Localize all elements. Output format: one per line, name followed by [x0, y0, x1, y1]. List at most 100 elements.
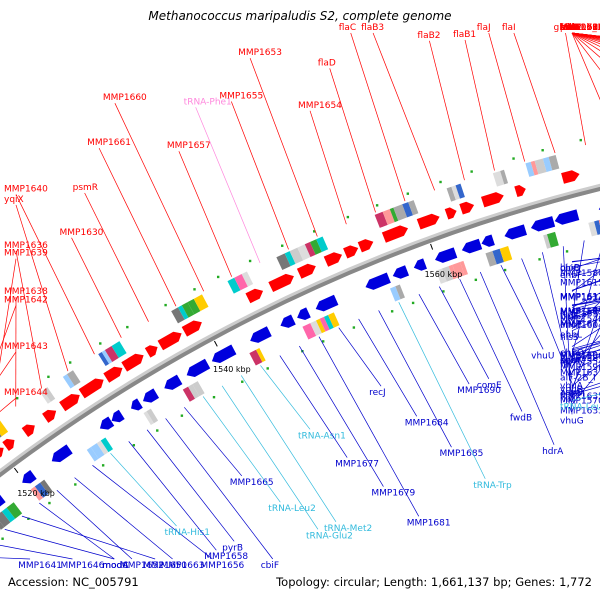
- gene-label: MMP1605: [560, 23, 600, 33]
- marker-dot: [474, 278, 478, 282]
- gene-arrow: [504, 224, 527, 240]
- gene-label: MMP1636: [4, 241, 48, 251]
- gene-label: MMP1690: [457, 386, 501, 396]
- marker-dot: [346, 215, 350, 219]
- label-leader: [479, 271, 555, 445]
- feature-block: [1, 507, 16, 523]
- gene-label: MMP1637: [560, 368, 600, 378]
- gene-label: MMP1597: [560, 23, 600, 33]
- feature-block: [446, 186, 456, 202]
- forward-gene-labels: MMP1644 MMP1643 MMP1642 MMP1639 MMP1638 MMP16…: [0, 23, 600, 413]
- gene-label: yqiX: [4, 195, 24, 205]
- gene-arrow: [268, 273, 294, 293]
- gene-arrow: [365, 272, 391, 290]
- gene-arrow: [481, 234, 495, 247]
- label-leader: [418, 294, 470, 385]
- label-leader: [98, 147, 177, 307]
- marker-dot: [180, 414, 184, 417]
- feature-block: [319, 316, 330, 332]
- label-leader: [0, 258, 17, 364]
- backbone-shadow: [0, 183, 600, 478]
- marker-dot: [241, 380, 244, 383]
- feature-block: [304, 241, 316, 258]
- feature-block: [530, 160, 539, 176]
- feature-block: [111, 341, 127, 358]
- feature-block: [249, 349, 263, 366]
- gene-arrow: [2, 438, 15, 451]
- label-leader: [165, 418, 274, 560]
- label-leader: [571, 32, 600, 52]
- gene-label: pyrB: [222, 543, 243, 553]
- feature-block: [309, 239, 322, 255]
- marker-dot: [538, 258, 541, 261]
- marker-dot: [442, 290, 445, 293]
- feature-block: [499, 245, 513, 263]
- marker-dot: [503, 268, 507, 272]
- gene-label: flaB3: [361, 23, 384, 33]
- marker-dot: [99, 342, 102, 345]
- gene-label: MMP1598: [560, 23, 600, 33]
- gene-arrow: [381, 225, 409, 243]
- gene-label: MMP1688: [560, 23, 600, 33]
- gene-label: ehbF: [560, 271, 582, 281]
- forward-genes-track: [0, 170, 580, 458]
- feature-block: [241, 271, 254, 287]
- label-leader: [571, 32, 600, 58]
- feature-block: [289, 247, 304, 264]
- gene-arrow: [121, 353, 144, 372]
- gene-label: tRNA-His1: [165, 528, 210, 538]
- label-leader: [15, 194, 95, 355]
- marker-dot: [313, 230, 316, 233]
- gene-label: modA: [102, 561, 129, 571]
- gene-arrow: [42, 409, 57, 423]
- marker-dots: [1, 138, 582, 540]
- gene-label: MMP1655: [219, 92, 263, 102]
- label-leader: [571, 369, 600, 405]
- feature-block: [177, 305, 189, 320]
- feature-block: [455, 183, 465, 199]
- gene-label: MMP1701: [560, 23, 600, 33]
- feature-block: [448, 264, 458, 280]
- feature-block: [0, 511, 11, 528]
- label-leader: [521, 258, 573, 384]
- gene-label: MMP1643: [4, 342, 48, 352]
- label-leader: [378, 310, 452, 448]
- gene-arrow: [59, 394, 80, 412]
- feature-block: [34, 482, 49, 498]
- gene-label: MMP1646: [60, 561, 104, 571]
- gene-arrow: [315, 294, 339, 312]
- reverse-feature-blocks: [0, 219, 600, 531]
- label-leader: [221, 385, 319, 530]
- marker-dot: [164, 303, 167, 307]
- gene-label: MMP1656: [200, 561, 244, 571]
- feature-block: [546, 231, 559, 248]
- feature-block: [460, 260, 468, 276]
- label-leader: [0, 557, 31, 560]
- feature-block: [192, 381, 205, 397]
- gene-label: ehbL: [560, 331, 582, 341]
- feature-block: [534, 158, 547, 175]
- gene-label: MMP1663: [161, 561, 205, 571]
- gene-label: MMP1570: [560, 396, 600, 406]
- label-leader: [21, 515, 156, 560]
- label-leader: [329, 68, 376, 213]
- gene-label: MMP1590: [560, 23, 600, 33]
- feature-block: [40, 479, 53, 494]
- label-leader: [146, 429, 235, 542]
- gene-arrow: [554, 209, 580, 225]
- feature-block: [86, 447, 99, 462]
- tick-label: 1560 kbp: [425, 270, 463, 279]
- feature-block: [39, 390, 51, 404]
- feature-block: [30, 486, 44, 501]
- label-leader: [571, 32, 600, 37]
- label-leader: [56, 489, 133, 560]
- label-leader: [571, 326, 600, 388]
- feature-block: [96, 440, 109, 455]
- marker-dot: [132, 444, 136, 447]
- label-leader: [114, 103, 205, 292]
- label-leader: [571, 32, 600, 38]
- gene-label: MMP1683: [560, 23, 600, 33]
- label-leader: [429, 40, 465, 181]
- marker-dot: [406, 192, 410, 195]
- gene-label: MMP1677: [335, 460, 379, 470]
